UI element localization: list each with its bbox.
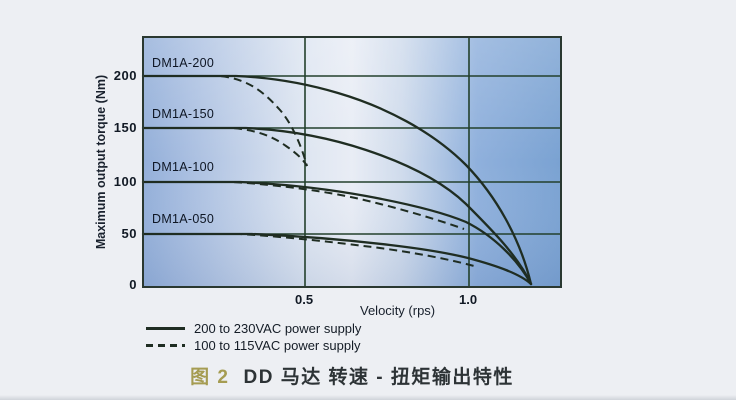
x-axis-title: Velocity (rps) bbox=[360, 303, 436, 318]
curve-dm1a-050-solid bbox=[141, 232, 533, 286]
curve-dm1a-150-dashed bbox=[143, 127, 308, 167]
solid-line-swatch bbox=[146, 327, 185, 330]
x-tick-1-0: 1.0 bbox=[459, 292, 478, 307]
curve-label-dm1a-200: DM1A-200 bbox=[152, 56, 215, 70]
legend-item-solid: 200 to 230VAC power supply bbox=[146, 321, 361, 336]
figure-number: 图 2 bbox=[190, 367, 230, 388]
dashed-curves-100-115vac bbox=[143, 75, 475, 267]
legend-label-dashed: 100 to 115VAC power supply bbox=[194, 338, 361, 353]
plot-border bbox=[142, 36, 562, 288]
curve-dm1a-150-solid bbox=[141, 126, 533, 286]
y-axis-title: Maximum output torque (Nm) bbox=[94, 74, 108, 250]
curve-label-dm1a-150: DM1A-150 bbox=[152, 107, 215, 121]
scan-edge-shadow bbox=[0, 395, 736, 400]
x-tick-0-5: 0.5 bbox=[295, 292, 314, 307]
solid-curves-200-230vac bbox=[141, 74, 533, 286]
y-tick-200: 200 bbox=[113, 68, 137, 83]
y-tick-100: 100 bbox=[113, 174, 137, 189]
curve-label-dm1a-100: DM1A-100 bbox=[152, 160, 215, 174]
figure-caption-text: DD 马达 转速 - 扭矩输出特性 bbox=[243, 367, 514, 388]
curve-dm1a-100-dashed bbox=[143, 181, 465, 230]
legend-label-solid: 200 to 230VAC power supply bbox=[194, 321, 362, 336]
curve-label-dm1a-050: DM1A-050 bbox=[152, 212, 215, 226]
legend-item-dashed: 100 to 115VAC power supply bbox=[146, 338, 360, 353]
curve-dm1a-200-dashed bbox=[143, 75, 308, 167]
y-tick-0: 0 bbox=[129, 277, 137, 292]
dashed-line-swatch bbox=[146, 344, 185, 347]
curve-dm1a-100-solid bbox=[141, 180, 533, 286]
curve-dm1a-200-solid bbox=[141, 74, 533, 286]
y-tick-150: 150 bbox=[113, 120, 137, 135]
figure-caption: 图 2 DD 马达 转速 - 扭矩输出特性 bbox=[190, 362, 514, 389]
y-tick-50: 50 bbox=[121, 226, 137, 241]
curve-dm1a-050-dashed bbox=[143, 233, 475, 267]
